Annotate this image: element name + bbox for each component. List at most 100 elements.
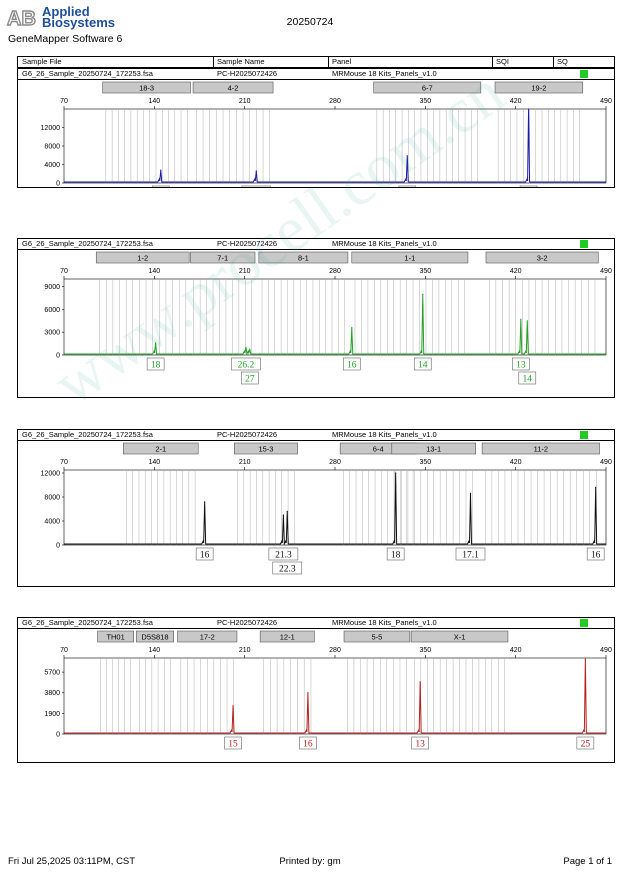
sample-name: PC-H2025072426 [217,69,278,78]
x-tick-label: 490 [600,98,612,105]
y-tick-label: 3800 [44,690,60,697]
electropherogram-panel-3: G6_26_Sample_20250724_172253.fsa PC-H202… [17,429,615,587]
x-tick-label: 70 [60,98,68,105]
marker-box [177,630,238,643]
marker-box [135,630,174,643]
allele-call-18: 18 [386,547,405,561]
peak-point [255,170,257,172]
electropherogram-plot-2: 1-2 7-1 8-1 1-1 3-2 70 140 210 280 350 420 490 0 3000… [44,251,612,385]
marker-box [485,251,599,264]
marker-7-1: 7-1 [190,251,256,264]
allele-label: 17.1 [462,551,479,561]
header-sqi: SQI [496,57,509,66]
peak-point [419,681,421,683]
allele-box [386,547,405,561]
allele-label: 13 [516,361,526,371]
x-tick-label: 210 [239,98,251,105]
allele-box [146,357,165,371]
allele-call-13: 13 [411,736,429,750]
peak-point [526,320,528,322]
allele-box [518,371,537,385]
allele-call-14: 14 [518,371,537,385]
marker-box [95,251,190,264]
panel-name: MRMouse 18 Kits_Panels_v1.0 [332,618,437,627]
x-tick-label: 350 [419,459,431,466]
x-tick-label: 210 [239,647,251,654]
allele-label: 22.3 [279,565,296,575]
sample-name: PC-H2025072426 [217,239,278,248]
allele-label: 26.2 [238,361,255,371]
x-tick-label: 280 [329,98,341,105]
marker-box [351,251,469,264]
marker-label: 12-1 [280,633,295,642]
y-tick-label: 12000 [41,125,61,132]
allele-call-17.1: 17.1 [455,547,486,561]
electropherogram-panel-4: G6_26_Sample_20250724_172253.fsa PC-H202… [17,617,615,763]
allele-call-18: 18 [146,357,165,371]
allele-box [195,547,214,561]
panel-name: MRMouse 18 Kits_Panels_v1.0 [332,239,437,248]
marker-box [258,251,349,264]
x-tick-label: 210 [239,268,251,275]
marker-box [102,81,191,94]
marker-2-1: 2-1 [123,442,199,455]
allele-box [455,547,486,561]
printed-timestamp: Fri Jul 25,2025 03:11PM, CST [8,856,136,867]
allele-call-16: 16 [195,547,214,561]
allele-box [241,371,259,385]
panel-info-row: G6_26_Sample_20250724_172253.fsa PC-H202… [18,618,614,629]
marker-label: X-1 [454,633,466,642]
y-tick-label: 0 [56,543,60,550]
x-tick-label: 490 [600,647,612,654]
sq-status-indicator [580,431,588,439]
x-tick-label: 70 [60,268,68,275]
peak-point [595,486,597,488]
allele-label: 27 [245,375,255,385]
marker-TH01: TH01 [97,630,134,643]
marker-box [192,81,274,94]
allele-call-16: 16 [342,357,361,371]
results-header: Sample File Sample Name Panel SQI SQ [17,56,615,68]
marker-label: 5-5 [372,633,383,642]
peak-point [527,108,530,110]
allele-label: 16 [347,361,357,371]
applied-biosystems-logo: AB Applied Biosystems GeneMapper Softwar… [6,4,126,45]
allele-box [151,185,170,187]
peak-point [422,293,424,295]
marker-label: 18-3 [139,84,154,93]
y-tick-label: 4000 [44,519,60,526]
marker-box [410,630,509,643]
brand-name: Applied Biosystems [42,5,115,30]
brand-line-2: Biosystems [42,15,115,30]
printed-by: Printed by: gm [279,856,341,867]
allele-call-22.3: 22.3 [272,561,303,575]
marker-label: 8-1 [298,254,309,263]
allele-call-16: 16 [586,547,605,561]
y-tick-label: 0 [56,181,60,188]
allele-label: 16 [303,740,313,750]
sample-name: PC-H2025072426 [217,430,278,439]
x-tick-label: 210 [239,459,251,466]
y-tick-label: 3000 [44,330,60,337]
allele-label: 16 [591,551,601,561]
marker-label: 11-2 [534,445,548,454]
marker-box [234,442,298,455]
allele-label: 18 [391,551,401,561]
y-tick-label: 0 [56,353,60,360]
x-tick-label: 420 [510,268,522,275]
y-tick-label: 8000 [44,144,60,151]
marker-label: 1-1 [404,254,415,263]
allele-box [268,547,299,561]
electropherogram-panel-1: G6_26_Sample_20250724_172253.fsa PC-H202… [17,68,615,188]
marker-1-2: 1-2 [95,251,190,264]
marker-X-1: X-1 [410,630,509,643]
y-tick-label: 6000 [44,307,60,314]
marker-label: 13-1 [426,445,441,454]
marker-label: 1-2 [137,254,148,263]
marker-label: 2-1 [155,445,166,454]
marker-box [190,251,256,264]
allele-box [241,185,272,187]
peak-point [286,510,288,512]
sample-file: G6_26_Sample_20250724_172253.fsa [22,618,153,627]
header-panel: Panel [332,57,352,66]
